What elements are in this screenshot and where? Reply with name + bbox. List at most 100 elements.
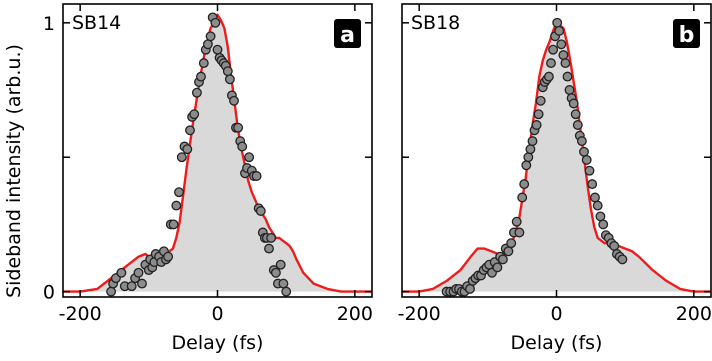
y-tick-label: 0	[43, 282, 55, 304]
panel-sb18-data-point	[564, 85, 575, 95]
panel-sb14-data-point	[198, 58, 209, 69]
panel-sb18-data-point	[519, 179, 530, 190]
panel-sb18-data-point	[523, 152, 534, 163]
panel-sb14-data-point	[106, 286, 117, 297]
panel-sb14-data-point	[278, 278, 289, 289]
panel-sb14-data-point	[275, 259, 286, 270]
x-tick-label: 0	[211, 303, 223, 325]
panel-sb18-data-point	[503, 246, 514, 257]
panel-sb14-data-point	[202, 39, 213, 50]
panel-sb18-data-point	[548, 44, 559, 55]
panel-sb18-data-point	[552, 17, 563, 28]
panel-sb14-data-point	[233, 122, 244, 133]
panel-sb18-data-point	[595, 211, 606, 222]
panel-sb18-data-point	[525, 144, 536, 155]
panel-sb18-data-point	[576, 136, 587, 147]
y-tick-label: 1	[43, 13, 55, 35]
panel-sb18-data-point	[497, 254, 508, 265]
panel-sb14-data-point	[255, 206, 266, 216]
panel-sb14-data-point	[185, 125, 195, 136]
panel-sb18-data-point	[570, 109, 581, 120]
panel-sb18-data-point	[617, 254, 628, 265]
panel-sb18-data-point	[465, 283, 475, 294]
panel-sb18-data-point	[511, 216, 522, 227]
panel-sb18-data-point	[514, 227, 525, 238]
panel-sb14-data-point	[224, 74, 235, 85]
x-tick-label: 200	[337, 303, 373, 325]
panel-sb18-filled-area	[402, 22, 711, 292]
panel-sb14-data-point	[171, 200, 182, 211]
panel-sb14-data-point	[237, 141, 248, 152]
panel-sb18-plot-area	[402, 17, 711, 297]
panel-sb18-data-point	[568, 98, 579, 109]
panel-sb18-data-point	[535, 95, 546, 106]
panel-sb18-data-point	[609, 240, 620, 251]
panel-sb18-marks	[402, 17, 711, 297]
x-tick-label: 0	[550, 303, 562, 325]
panel-sb14-label: SB14	[72, 12, 121, 34]
panel-sb18-data-point	[531, 120, 542, 130]
panel-sb14-data-point	[174, 187, 184, 198]
panel-sb14-data-point	[137, 278, 147, 289]
panel-sb18: -200 0 200 SB18 b Delay (fs)	[398, 3, 712, 354]
panel-sb18-axes: -200 0 200	[398, 4, 712, 325]
panel-sb18-data-point	[587, 179, 598, 190]
panel-sb14-x-axis-label: Delay (fs)	[172, 332, 264, 354]
panel-sb18-data-point	[592, 200, 603, 211]
panel-sb14-data-point	[264, 243, 274, 254]
panel-sb14-marks	[63, 12, 372, 297]
panel-sb14-data-point	[205, 31, 216, 42]
panel-sb14-data-point	[212, 44, 223, 55]
panel-sb18-data-point	[506, 238, 517, 249]
panel-sb14-data-point	[266, 232, 277, 243]
panel-sb18-data-point	[572, 120, 583, 130]
y-axis-label: Sideband intensity (arb.u.)	[3, 44, 25, 298]
panel-sb18-data-point	[562, 71, 573, 82]
panel-sb18-data-point	[543, 71, 554, 82]
panel-sb18-data-point	[558, 50, 569, 61]
panel-sb14-data-point	[182, 144, 193, 155]
panel-a-badge-background	[334, 19, 361, 48]
panel-sb14-filled-area	[63, 14, 372, 292]
panel-sb14-data-point	[251, 171, 262, 181]
panel-sb18-data-point	[527, 136, 538, 147]
panel-sb18-data-point	[492, 262, 503, 273]
panel-sb14-data-point	[189, 109, 200, 120]
x-tick-label: -200	[398, 303, 441, 325]
panel-sb18-data-point	[590, 192, 600, 203]
panel-sb18-data-point	[533, 109, 544, 120]
panel-sb18-data-point	[521, 160, 532, 171]
panel-sb14-data-point	[229, 95, 239, 106]
panel-sb18-data-point	[581, 154, 592, 165]
panel-sb14-data-point	[270, 267, 281, 278]
panel-sb14-plot-area	[63, 12, 372, 297]
panel-sb14-data-point	[133, 267, 144, 278]
panel-sb18-data-point	[556, 39, 567, 50]
panel-b-badge: b	[679, 23, 695, 48]
x-tick-label: -200	[59, 303, 102, 325]
panel-sb18-x-axis-label: Delay (fs)	[511, 332, 603, 354]
panel-sb14-data-point	[191, 87, 202, 98]
panel-sb14-data-point	[168, 219, 179, 230]
panel-sb14-data-point	[163, 251, 174, 262]
panel-b-badge-background	[673, 19, 700, 48]
panel-sb18-data-point	[517, 192, 528, 203]
panel-sb18-data-point	[584, 165, 595, 176]
panel-a-badge: a	[340, 23, 355, 48]
x-tick-label: 200	[676, 303, 712, 325]
panel-sb14-data-point	[176, 152, 187, 163]
panel-sb14-data-point	[222, 66, 233, 77]
panel-sb18-label: SB18	[411, 12, 460, 34]
panel-sb14-data-point	[244, 152, 255, 163]
panel-sb14-data-point	[281, 286, 292, 297]
panel-sb14-data-point	[116, 267, 127, 278]
panel-sb14-data-point	[210, 17, 221, 28]
panel-sb18-data-point	[560, 58, 571, 69]
panel-sb18-data-point	[598, 219, 609, 230]
panel-sb18-data-point	[546, 58, 556, 69]
panel-sb14-data-point	[196, 71, 206, 82]
panel-sb18-data-point	[579, 146, 589, 157]
